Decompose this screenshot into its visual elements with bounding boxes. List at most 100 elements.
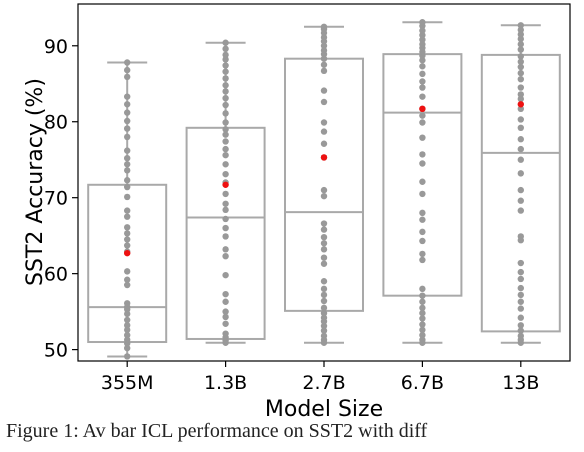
data-point-13B: [517, 207, 524, 214]
data-point-2.7B: [320, 128, 328, 135]
data-point-2.7B: [320, 322, 328, 330]
x-axis-label: Model Size: [265, 397, 383, 420]
data-point-355M: [124, 167, 131, 174]
data-point-355M: [124, 326, 131, 334]
data-point-2.7B: [320, 98, 328, 106]
data-point-355M: [124, 300, 131, 307]
data-point-1.3B: [222, 56, 229, 63]
data-point-13B: [517, 105, 524, 113]
data-point-355M: [124, 147, 131, 154]
data-point-2.7B: [320, 220, 328, 227]
data-point-6.7B: [419, 78, 426, 85]
data-point-2.7B: [320, 233, 328, 241]
data-point-1.3B: [222, 190, 229, 198]
data-point-1.3B: [222, 320, 229, 327]
data-point-1.3B: [222, 138, 229, 145]
means-layer: [124, 101, 524, 257]
data-point-13B: [517, 291, 524, 299]
data-point-2.7B: [320, 119, 328, 126]
x-tick-label: 1.3B: [204, 372, 247, 394]
data-point-355M: [124, 177, 131, 184]
data-point-1.3B: [222, 62, 229, 69]
data-point-2.7B: [320, 246, 328, 253]
data-point-2.7B: [320, 140, 328, 147]
data-point-6.7B: [419, 228, 426, 236]
data-point-6.7B: [419, 304, 426, 312]
data-point-6.7B: [419, 19, 426, 26]
data-point-13B: [517, 275, 524, 283]
box-plot-chart: 50 60 70 80 90 355M 1.3B 2.7B 6.7B 13B Model Siz…: [23, 3, 571, 420]
data-point-355M: [124, 207, 131, 214]
data-point-355M: [124, 331, 131, 339]
data-point-355M: [124, 353, 131, 360]
data-point-355M: [124, 276, 131, 283]
data-point-355M: [124, 213, 131, 220]
data-point-13B: [517, 186, 524, 194]
data-point-355M: [124, 154, 131, 162]
y-tick-label: 70: [44, 188, 68, 210]
box-iqr-2.7B: [284, 57, 364, 312]
data-point-2.7B: [320, 226, 328, 233]
data-point-2.7B: [320, 67, 328, 75]
data-point-6.7B: [419, 256, 426, 264]
data-point-355M: [124, 125, 131, 132]
data-point-2.7B: [320, 285, 328, 293]
data-point-13B: [517, 69, 524, 77]
data-point-13B: [517, 327, 524, 334]
data-point-1.3B: [222, 45, 229, 53]
data-point-6.7B: [419, 119, 426, 126]
data-point-355M: [124, 183, 131, 191]
data-point-2.7B: [320, 240, 328, 247]
data-point-6.7B: [419, 27, 426, 34]
data-point-1.3B: [222, 330, 229, 337]
data-point-6.7B: [419, 151, 426, 158]
data-point-13B: [517, 35, 524, 43]
data-point-13B: [517, 63, 524, 71]
data-point-13B: [517, 75, 524, 83]
data-point-13B: [517, 26, 524, 34]
data-point-2.7B: [320, 291, 328, 299]
data-point-355M: [124, 101, 131, 108]
data-point-6.7B: [419, 160, 426, 167]
data-point-13B: [517, 314, 524, 321]
mean-marker-13B: [517, 101, 524, 108]
mean-marker-6.7B: [419, 105, 426, 113]
data-point-1.3B: [222, 200, 229, 207]
data-point-6.7B: [419, 285, 426, 293]
data-point-2.7B: [320, 47, 328, 54]
data-point-13B: [517, 31, 524, 38]
data-point-1.3B: [222, 161, 229, 168]
data-point-6.7B: [419, 292, 426, 299]
data-point-1.3B: [222, 233, 229, 240]
y-tick-label: 60: [44, 264, 68, 286]
data-point-1.3B: [222, 119, 229, 126]
y-axis: 50 60 70 80 90: [44, 36, 78, 362]
data-point-13B: [517, 41, 524, 48]
data-point-6.7B: [419, 41, 426, 48]
data-point-355M: [124, 193, 131, 201]
x-tick-label: 13B: [502, 372, 539, 394]
data-point-355M: [124, 242, 131, 249]
data-point-355M: [124, 93, 131, 100]
y-axis-label: SST2 Accuracy (%): [23, 78, 48, 286]
data-point-355M: [124, 109, 131, 116]
data-point-1.3B: [222, 313, 229, 321]
data-point-13B: [517, 268, 524, 276]
data-point-13B: [517, 53, 524, 60]
data-point-6.7B: [419, 298, 426, 305]
data-point-1.3B: [222, 224, 229, 232]
data-point-6.7B: [419, 31, 426, 39]
x-tick-label: 2.7B: [302, 372, 345, 394]
data-point-1.3B: [222, 308, 229, 315]
data-point-355M: [124, 161, 131, 168]
data-point-2.7B: [320, 327, 328, 334]
data-point-355M: [124, 224, 131, 231]
data-point-6.7B: [419, 336, 426, 343]
data-point-2.7B: [320, 254, 328, 261]
data-point-355M: [124, 344, 131, 352]
data-point-13B: [517, 305, 524, 312]
data-point-1.3B: [222, 88, 229, 95]
data-point-13B: [517, 58, 524, 65]
data-point-13B: [517, 322, 524, 329]
data-point-6.7B: [419, 70, 426, 78]
